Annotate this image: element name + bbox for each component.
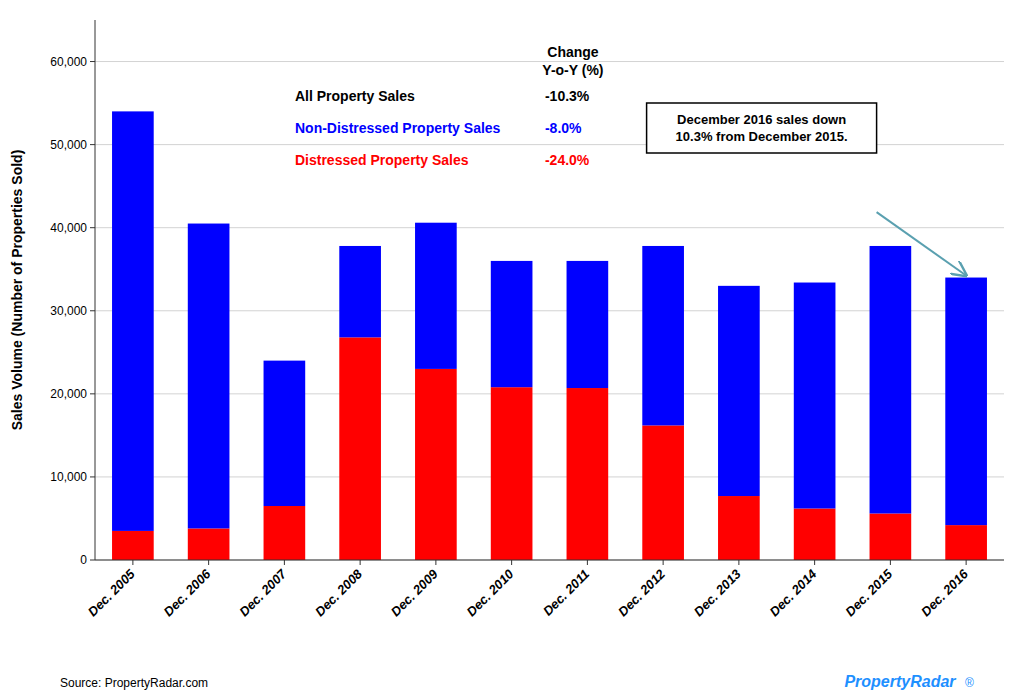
- logo-mark: ®: [965, 676, 974, 690]
- grid-line: [95, 476, 1004, 477]
- x-tick-label: Dec. 2015: [842, 566, 896, 620]
- legend-label: Distressed Property Sales: [295, 152, 469, 168]
- x-tick-label: Dec. 2006: [161, 566, 215, 620]
- chart: 0 10,000 20,000 30,000 40,000 50,000 60,000 Dec…: [0, 0, 1024, 695]
- y-tick: [90, 227, 95, 228]
- bar-segment: [794, 283, 836, 509]
- y-tick: [90, 61, 95, 62]
- bar-segment: [339, 337, 381, 560]
- x-tick-label: Dec. 2013: [691, 566, 745, 620]
- bar-segment: [642, 246, 684, 425]
- y-tick-label: 10,000: [50, 470, 87, 484]
- x-tick: [738, 560, 739, 565]
- bar-segment: [870, 513, 912, 560]
- bar-segment: [642, 425, 684, 560]
- x-tick: [511, 560, 512, 565]
- legend-value: -10.3%: [545, 88, 590, 104]
- y-tick-label: 30,000: [50, 304, 87, 318]
- annotation-box: [647, 103, 877, 153]
- grid: [95, 62, 1004, 560]
- bar-segment: [945, 525, 987, 560]
- source: Source: PropertyRadar.com: [60, 676, 208, 690]
- bar-segment: [188, 224, 230, 529]
- grid-line: [95, 393, 1004, 394]
- x-tick: [132, 560, 133, 565]
- grid-line: [95, 227, 1004, 228]
- bar-segment: [567, 388, 609, 560]
- x-tick-label: Dec. 2014: [767, 566, 821, 620]
- bar-segment: [112, 111, 154, 531]
- annotation: December 2016 sales down10.3% from Decem…: [676, 112, 848, 144]
- grid-line: [95, 560, 1004, 561]
- legend-value: -24.0%: [545, 152, 590, 168]
- x-tick-label: Dec. 2005: [85, 566, 139, 620]
- bar-segment: [491, 387, 533, 560]
- legend-label: All Property Sales: [295, 88, 415, 104]
- grid-line: [95, 310, 1004, 311]
- bar-segment: [794, 508, 836, 560]
- x-tick-label: Dec. 2011: [540, 566, 592, 618]
- bar-segment: [415, 369, 457, 560]
- bar-segment: [264, 361, 306, 506]
- y-tick: [90, 144, 95, 145]
- y-tick: [90, 393, 95, 394]
- x-tick: [208, 560, 209, 565]
- y-tick-label: 40,000: [50, 221, 87, 235]
- x-tick-label: Dec. 2010: [464, 566, 518, 620]
- legend-value: -8.0%: [545, 120, 582, 136]
- bar-segment: [339, 246, 381, 337]
- x-tick-label: Dec. 2009: [388, 566, 442, 620]
- y-tick-label: 0: [80, 553, 87, 567]
- bar-segment: [264, 506, 306, 560]
- y-tick: [90, 476, 95, 477]
- x-tick: [814, 560, 815, 565]
- bar-segment: [112, 531, 154, 560]
- bar-segment: [718, 496, 760, 560]
- y-tick: [90, 310, 95, 311]
- x-tick-label: Dec. 2016: [918, 566, 972, 620]
- y-axis: [95, 20, 96, 560]
- logo: PropertyRadar: [844, 673, 956, 690]
- y-axis-label: Sales Volume (Number of Properties Sold): [9, 150, 25, 431]
- bar-segment: [718, 286, 760, 496]
- legend-label: Non-Distressed Property Sales: [295, 120, 501, 136]
- x-tick: [890, 560, 891, 565]
- y-tick-label: 50,000: [50, 138, 87, 152]
- bar-segment: [491, 261, 533, 387]
- y-tick: [90, 560, 95, 561]
- y-tick-label: 20,000: [50, 387, 87, 401]
- bar-segment: [188, 528, 230, 560]
- x-tick: [663, 560, 664, 565]
- x-tick-label: Dec. 2008: [312, 566, 366, 620]
- x-tick: [587, 560, 588, 565]
- bars: [112, 111, 987, 560]
- x-axis: [95, 560, 1004, 561]
- x-tick: [360, 560, 361, 565]
- x-tick: [284, 560, 285, 565]
- bar-segment: [415, 223, 457, 369]
- legend-title: ChangeY-o-Y (%): [542, 44, 603, 78]
- x-tick: [966, 560, 967, 565]
- bar-segment: [567, 261, 609, 388]
- y-tick-label: 60,000: [50, 55, 87, 69]
- annotation-arrow: [877, 212, 967, 275]
- bar-segment: [870, 246, 912, 514]
- x-tick: [435, 560, 436, 565]
- x-tick-label: Dec. 2012: [615, 566, 669, 620]
- bar-segment: [945, 278, 987, 526]
- x-tick-label: Dec. 2007: [236, 566, 290, 620]
